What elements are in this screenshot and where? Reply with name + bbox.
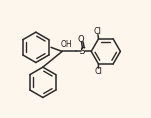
Text: O: O	[78, 35, 84, 44]
Text: OH: OH	[60, 40, 72, 49]
Text: Cl: Cl	[94, 67, 102, 76]
Text: Cl: Cl	[93, 27, 101, 36]
Text: S: S	[80, 47, 86, 56]
